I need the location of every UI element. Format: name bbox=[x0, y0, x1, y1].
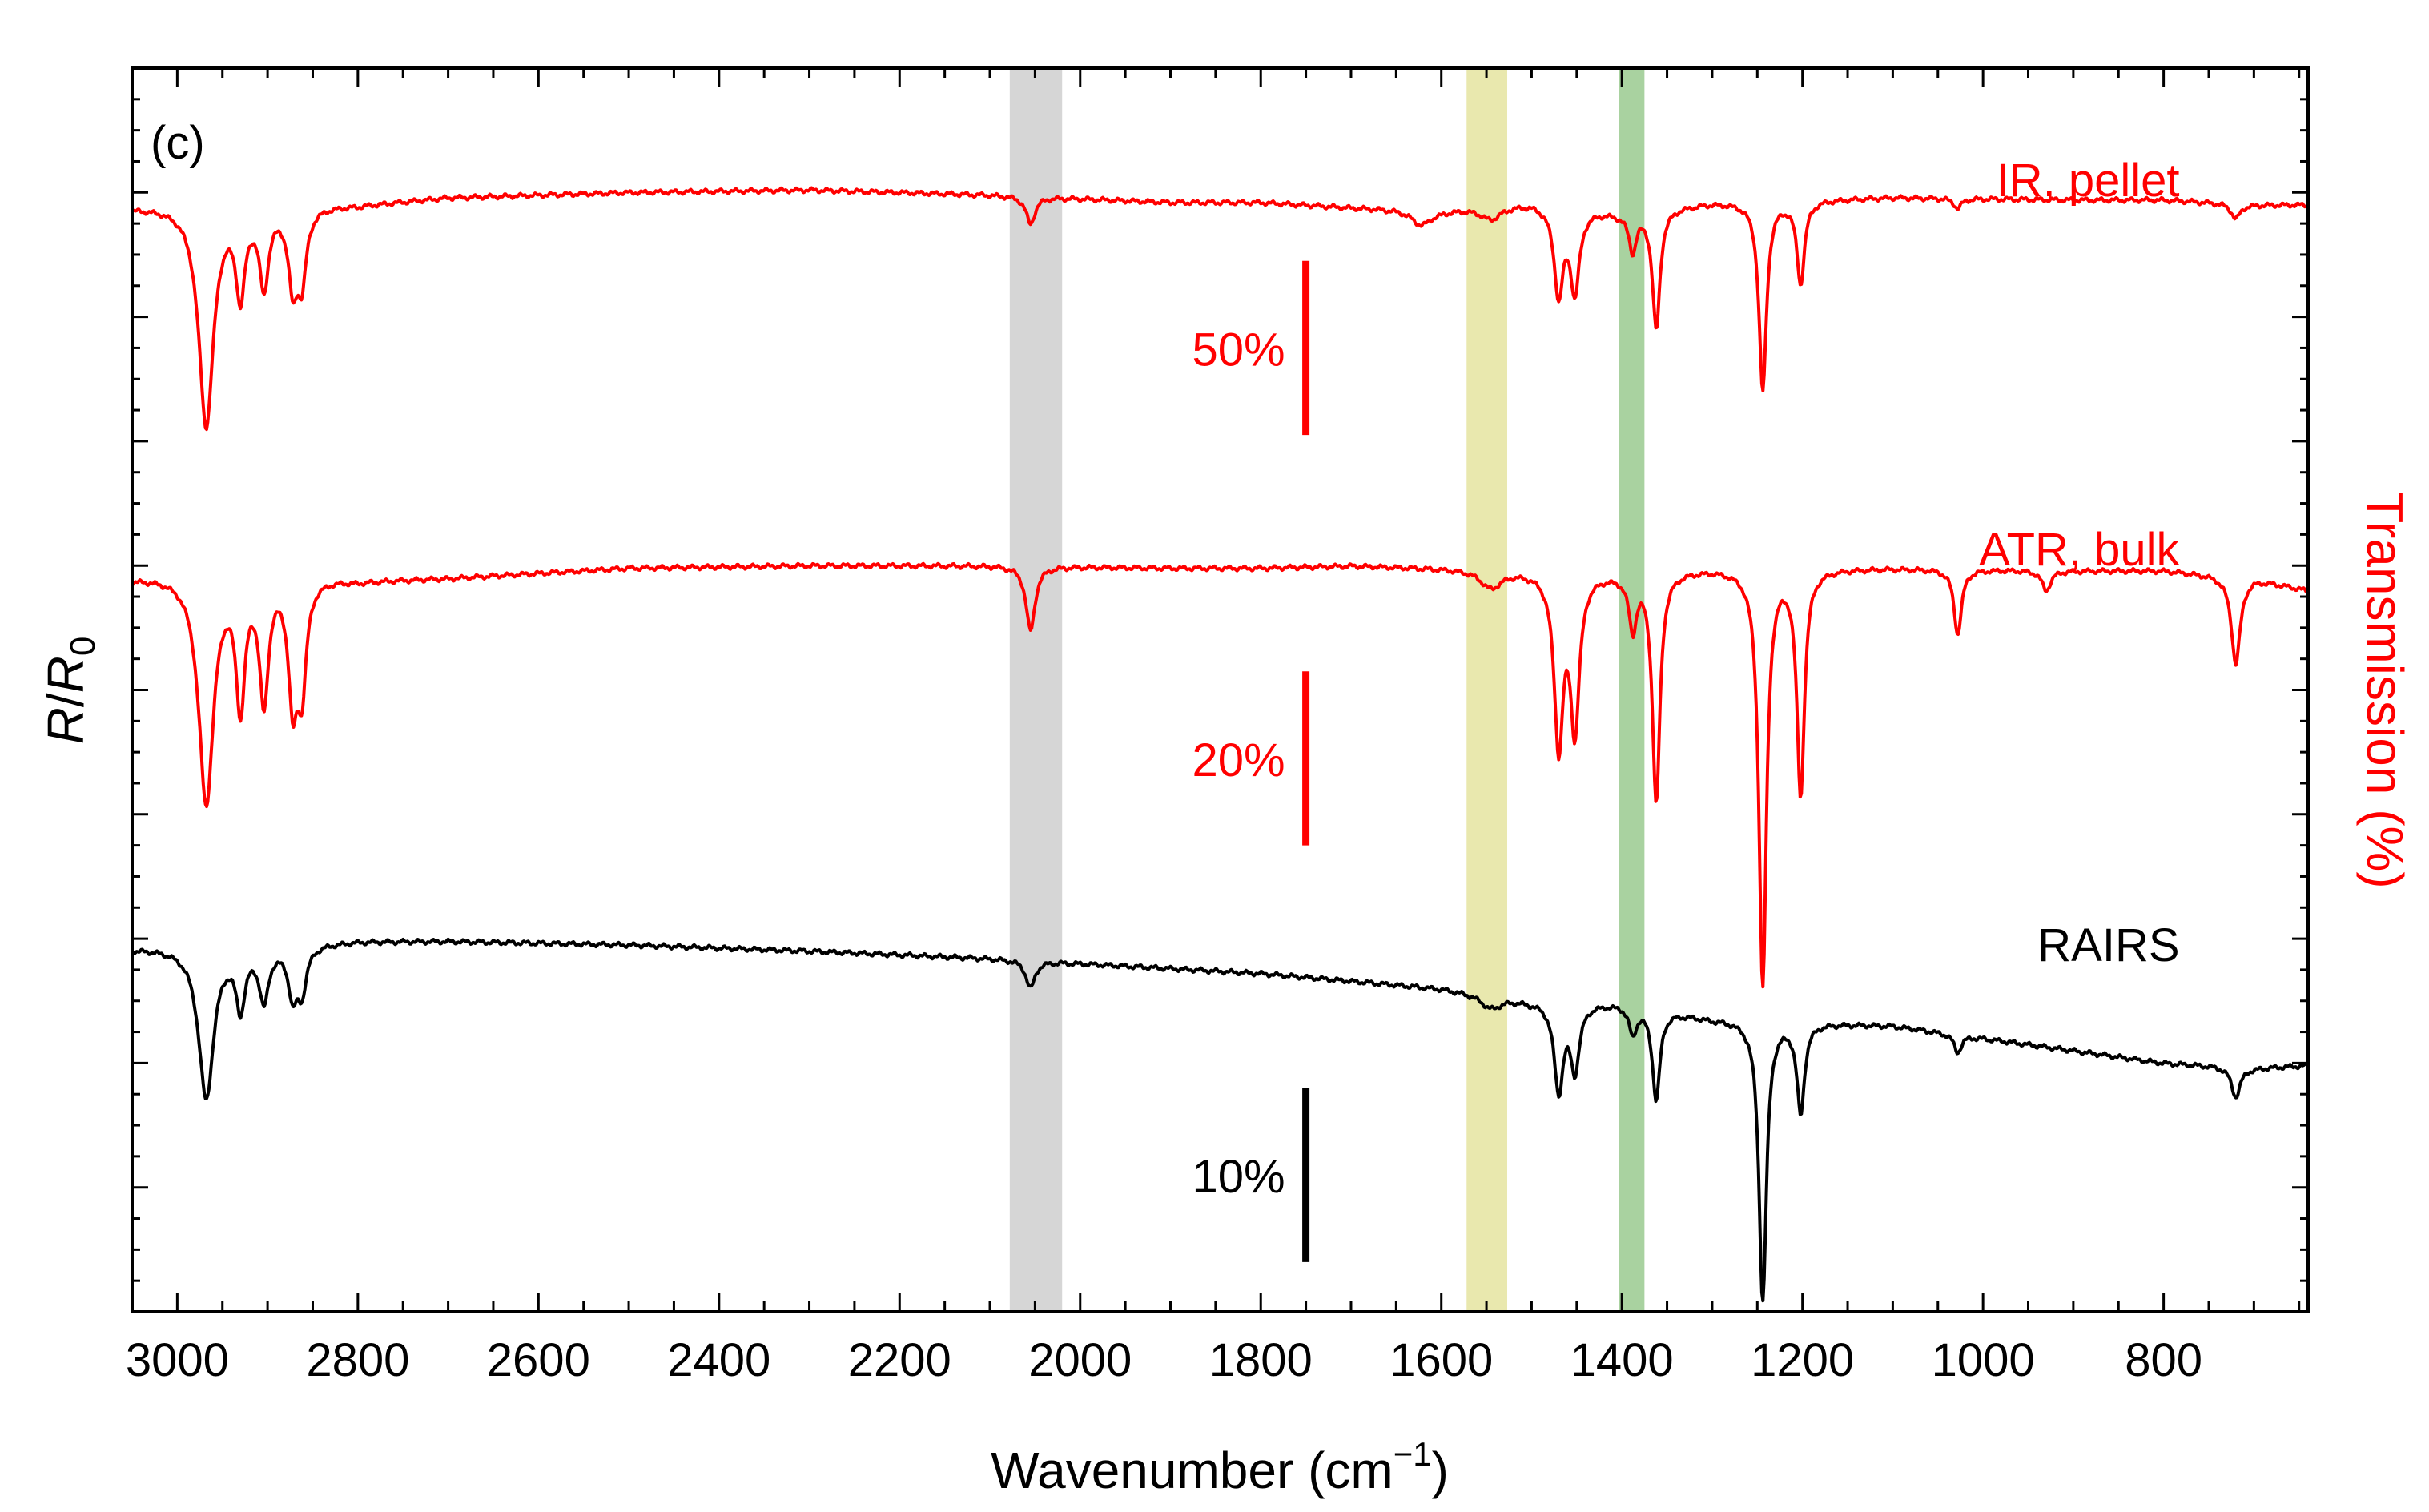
left-axis-title-subscript: 0 bbox=[63, 637, 103, 656]
x-tick-label: 800 bbox=[2125, 1334, 2202, 1386]
left-axis-title-r: R bbox=[37, 707, 95, 744]
scale-bar-label-1: 20% bbox=[1192, 734, 1285, 786]
x-tick-label: 1800 bbox=[1209, 1334, 1313, 1386]
x-tick-label: 1400 bbox=[1570, 1334, 1674, 1386]
x-axis-title-close: ) bbox=[1432, 1442, 1449, 1499]
x-tick-label: 2600 bbox=[487, 1334, 590, 1386]
series-labels: IR, pellet ATR, bulk RAIRS bbox=[1979, 155, 2180, 971]
x-tick-label: 1200 bbox=[1751, 1334, 1854, 1386]
left-axis-title-slash: / bbox=[37, 693, 95, 707]
green-band bbox=[1619, 68, 1645, 1312]
series-line-1 bbox=[131, 561, 2309, 989]
axis-ticks bbox=[132, 66, 2308, 1313]
x-tick-labels: 3000 2800 2600 2400 2200 2000 1800 1600 1400 1200… bbox=[126, 1334, 2202, 1386]
scale-bar-label-2: 10% bbox=[1192, 1151, 1285, 1203]
series-label-atr-bulk: ATR, bulk bbox=[1979, 524, 2180, 576]
x-tick-label: 2400 bbox=[667, 1334, 770, 1386]
yellow-band bbox=[1466, 68, 1508, 1312]
scale-bars: 50% 20% 10% bbox=[1192, 260, 1310, 1262]
x-tick-label: 2000 bbox=[1028, 1334, 1132, 1386]
x-tick-label: 2800 bbox=[306, 1334, 409, 1386]
spectra-series bbox=[131, 186, 2310, 1303]
x-axis-title-exponent: −1 bbox=[1393, 1435, 1432, 1473]
x-tick-label: 2200 bbox=[848, 1334, 951, 1386]
right-axis-title: Transmission (%) bbox=[2356, 492, 2414, 888]
series-line-2 bbox=[131, 937, 2310, 1303]
plot-frame bbox=[131, 66, 2310, 1313]
series-label-ir-pellet: IR, pellet bbox=[1997, 155, 2180, 207]
x-tick-label: 1600 bbox=[1389, 1334, 1493, 1386]
series-line-0 bbox=[131, 186, 2309, 432]
highlight-bands bbox=[1009, 68, 1645, 1312]
x-tick-label: 1000 bbox=[1932, 1334, 2035, 1386]
x-tick-label: 3000 bbox=[126, 1334, 229, 1386]
left-axis-title-r0: R bbox=[37, 656, 95, 693]
series-label-rairs: RAIRS bbox=[2037, 919, 2179, 971]
x-axis-title-text: Wavenumber (cm bbox=[991, 1442, 1393, 1499]
panel-label: (c) bbox=[151, 117, 205, 169]
x-axis-title: Wavenumber (cm−1) bbox=[991, 1435, 1449, 1499]
gray-band bbox=[1009, 68, 1063, 1312]
scale-bar-label-0: 50% bbox=[1192, 324, 1285, 376]
left-axis-title: R/R0 bbox=[37, 637, 103, 745]
